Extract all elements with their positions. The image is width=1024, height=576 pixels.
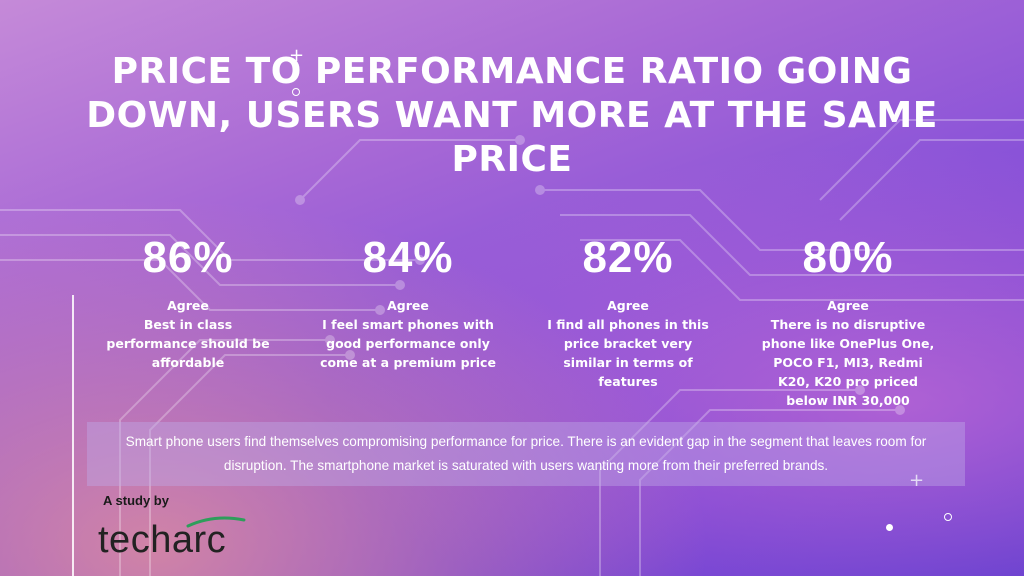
stat-card: 82% Agree I find all phones in this pric… (518, 232, 738, 391)
plus-icon: + (289, 45, 305, 66)
stat-value: 86% (142, 233, 234, 282)
stat-label: Agree (827, 298, 869, 313)
divider-line (72, 295, 74, 576)
circle-icon (292, 88, 300, 96)
stat-value: 80% (802, 233, 894, 282)
stat-description: I feel smart phones with good performanc… (320, 317, 496, 370)
page-title: PRICE TO PERFORMANCE RATIO GOING DOWN, U… (86, 51, 938, 180)
stat-label: Agree (607, 298, 649, 313)
techarc-logo: techarc (98, 512, 258, 562)
stats-row: 86% Agree Best in class performance shou… (78, 232, 958, 412)
stat-card: 84% Agree I feel smart phones with good … (298, 232, 518, 372)
stat-value: 84% (362, 233, 454, 282)
summary-text: Smart phone users find themselves compro… (87, 422, 965, 486)
stat-description: I find all phones in this price bracket … (547, 317, 709, 389)
dot-icon (886, 524, 893, 531)
logo-swoosh-icon (186, 516, 246, 528)
stat-value: 82% (582, 233, 674, 282)
stat-description: Best in class performance should be affo… (106, 317, 270, 370)
stat-card: 80% Agree There is no disruptive phone l… (738, 232, 958, 410)
circle-icon (944, 513, 952, 521)
stat-label: Agree (387, 298, 429, 313)
logo-text: techarc (98, 519, 227, 561)
plus-icon: + (909, 470, 925, 491)
stat-description: There is no disruptive phone like OnePlu… (761, 317, 935, 408)
stat-card: 86% Agree Best in class performance shou… (78, 232, 298, 372)
stat-label: Agree (167, 298, 209, 313)
study-by-label: A study by (103, 493, 169, 508)
